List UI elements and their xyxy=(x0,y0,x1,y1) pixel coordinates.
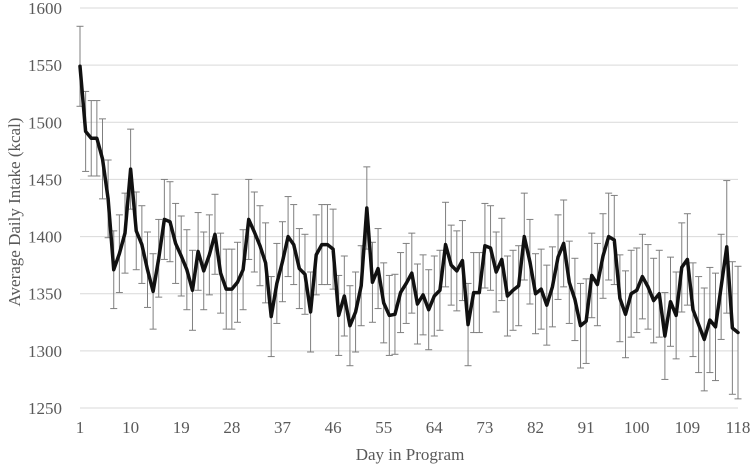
x-tick-label: 37 xyxy=(274,418,292,437)
x-tick-label: 19 xyxy=(173,418,190,437)
y-tick-label: 1550 xyxy=(28,56,62,75)
series-layer xyxy=(78,64,740,342)
error-bars xyxy=(76,25,742,400)
x-tick-label: 55 xyxy=(375,418,392,437)
x-tick-label: 46 xyxy=(325,418,342,437)
y-tick-label: 1500 xyxy=(28,113,62,132)
x-tick-label: 82 xyxy=(527,418,544,437)
x-tick-label: 28 xyxy=(223,418,240,437)
series-line xyxy=(78,64,740,342)
x-tick-label: 1 xyxy=(76,418,85,437)
y-axis-ticks: 1250 1300 1350 1400 1450 1500 1550 1600 xyxy=(28,0,62,418)
y-tick-label: 1600 xyxy=(28,0,62,18)
x-axis-ticks: 1 10 19 28 37 46 55 64 73 82 91 100 109 118 xyxy=(76,418,750,437)
y-tick-label: 1250 xyxy=(28,399,62,418)
gridlines xyxy=(80,7,738,409)
x-tick-label: 109 xyxy=(675,418,701,437)
x-tick-label: 118 xyxy=(726,418,750,437)
y-tick-label: 1450 xyxy=(28,170,62,189)
y-tick-label: 1350 xyxy=(28,285,62,304)
y-axis-title: Average Daily Intake (kcal) xyxy=(5,118,24,307)
x-tick-label: 91 xyxy=(578,418,595,437)
x-tick-label: 10 xyxy=(122,418,139,437)
x-tick-label: 73 xyxy=(476,418,493,437)
x-axis-title: Day in Program xyxy=(356,445,465,464)
x-tick-label: 100 xyxy=(624,418,650,437)
y-tick-label: 1300 xyxy=(28,342,62,361)
y-tick-label: 1400 xyxy=(28,228,62,247)
x-tick-label: 64 xyxy=(426,418,444,437)
